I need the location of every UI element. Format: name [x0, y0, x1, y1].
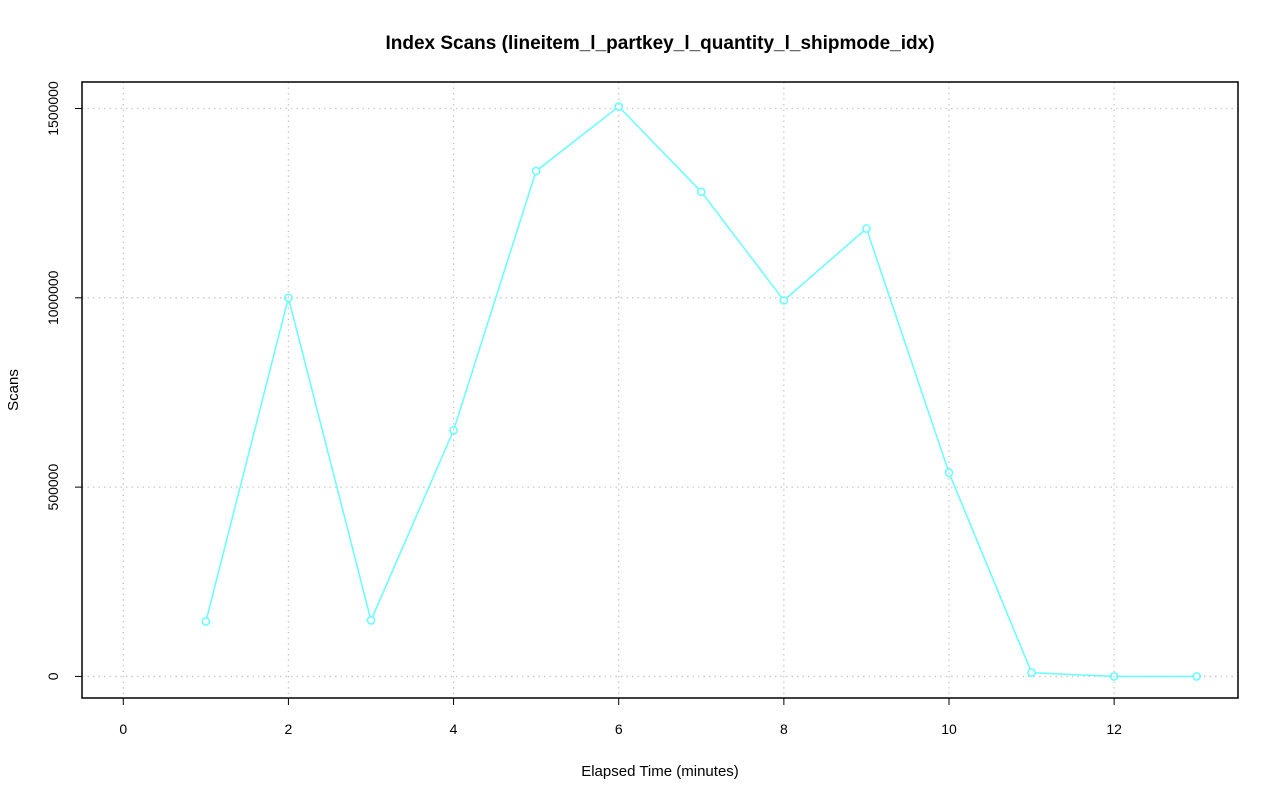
- x-tick-label: 8: [780, 721, 788, 737]
- x-axis-label: Elapsed Time (minutes): [581, 763, 739, 780]
- x-axis: 0 2 4 6 8 10 12: [119, 698, 1122, 737]
- data-point: [531, 166, 541, 176]
- y-tick-label: 1000000: [45, 270, 61, 325]
- series-line-segment: [371, 433, 453, 618]
- series-line-group: [201, 102, 1202, 681]
- x-tick-label: 12: [1106, 721, 1122, 737]
- data-point: [779, 296, 789, 305]
- data-point: [284, 293, 293, 303]
- x-tick-label: 6: [615, 721, 623, 737]
- series-line-segment: [866, 232, 949, 470]
- x-tick-label: 2: [285, 721, 293, 737]
- data-point: [449, 425, 458, 435]
- y-tick-label: 1500000: [45, 81, 61, 136]
- series-line-segment: [786, 230, 864, 299]
- data-point: [862, 224, 871, 233]
- data-point: [366, 616, 376, 625]
- y-tick-label: 500000: [45, 464, 61, 511]
- series-line-segment: [206, 301, 289, 618]
- chart-title: Index Scans (lineitem_l_partkey_l_quanti…: [385, 33, 934, 54]
- y-axis: 0 500000 1000000 1500000: [45, 81, 82, 680]
- data-point: [1109, 672, 1119, 681]
- series-line-segment: [1035, 672, 1111, 677]
- plot-area-frame: [81, 81, 1239, 699]
- series-line-segment: [454, 174, 536, 427]
- data-point: [1027, 668, 1036, 677]
- series-line-segment: [703, 194, 783, 298]
- y-tick-label: 0: [45, 672, 61, 680]
- data-point: [944, 468, 954, 478]
- series-line-segment: [288, 301, 371, 617]
- series-line-segment: [949, 476, 1031, 670]
- series-line-segment: [620, 108, 700, 190]
- grid: [82, 82, 1238, 698]
- data-point: [201, 617, 211, 626]
- x-tick-label: 0: [119, 721, 127, 737]
- y-axis-label: Scans: [5, 369, 22, 411]
- data-point: [696, 187, 706, 197]
- x-tick-label: 10: [941, 721, 957, 737]
- x-tick-label: 4: [450, 721, 458, 737]
- data-point: [614, 102, 624, 111]
- data-point: [1192, 672, 1202, 681]
- series-line-segment: [538, 108, 617, 170]
